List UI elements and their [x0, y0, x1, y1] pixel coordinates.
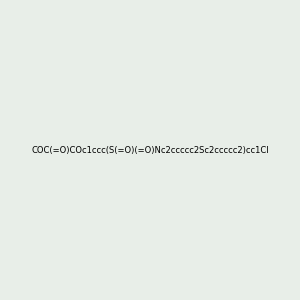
Text: COC(=O)COc1ccc(S(=O)(=O)Nc2ccccc2Sc2ccccc2)cc1Cl: COC(=O)COc1ccc(S(=O)(=O)Nc2ccccc2Sc2cccc…: [31, 146, 269, 154]
